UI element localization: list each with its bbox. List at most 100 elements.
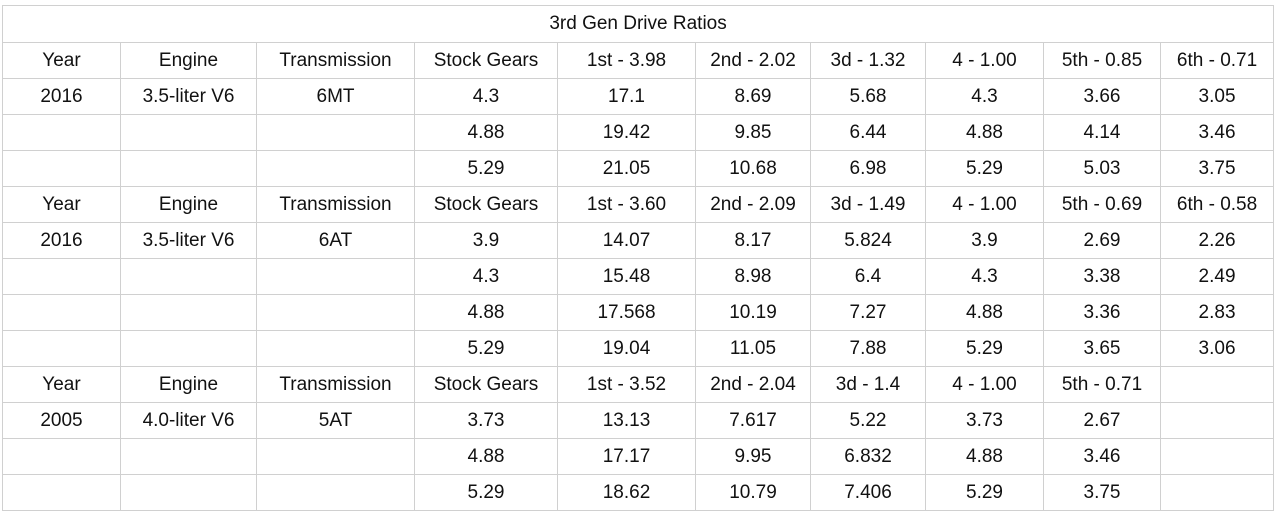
table-cell — [1159, 438, 1275, 475]
table-cell: 5.03 — [1043, 150, 1161, 187]
table-cell: 5.29 — [925, 150, 1044, 187]
table-cell: 8.69 — [695, 78, 811, 115]
table-cell: 2nd - 2.02 — [695, 42, 811, 79]
table-cell: 2.26 — [1159, 222, 1275, 259]
table-cell: 6MT — [256, 78, 415, 115]
table-cell: 2016 — [2, 78, 121, 115]
table-cell — [2, 294, 121, 331]
table-cell: 18.62 — [557, 474, 696, 511]
table-cell — [2, 258, 121, 295]
table-cell — [120, 150, 257, 187]
table-cell: 3.73 — [925, 402, 1044, 439]
table-cell: 4.88 — [925, 438, 1044, 475]
table-cell: 7.88 — [810, 330, 926, 367]
table-cell: Transmission — [256, 42, 415, 79]
table-cell: 5.29 — [414, 330, 558, 367]
table-cell: Engine — [120, 186, 257, 223]
table-cell: 6th - 0.58 — [1159, 186, 1275, 223]
table-cell — [2, 150, 121, 187]
table-cell: 7.406 — [810, 474, 926, 511]
table-cell: 1st - 3.60 — [557, 186, 696, 223]
table-cell: 5.29 — [414, 474, 558, 511]
table-cell: 8.17 — [695, 222, 811, 259]
table-cell — [120, 438, 257, 475]
table-cell — [1159, 366, 1275, 403]
table-cell: Transmission — [256, 186, 415, 223]
table-cell: 6th - 0.71 — [1159, 42, 1275, 79]
table-cell: 3.9 — [925, 222, 1044, 259]
table-title: 3rd Gen Drive Ratios — [1, 5, 1275, 43]
table-cell: 3.75 — [1159, 150, 1275, 187]
table-cell — [2, 474, 121, 511]
ratio-table: 3rd Gen Drive Ratios Year Engine Transmiss… — [1, 5, 1275, 511]
table-cell: 4.14 — [1043, 114, 1161, 151]
table-cell: 4.88 — [414, 438, 558, 475]
table-cell: Year — [2, 42, 121, 79]
table-cell: Engine — [120, 366, 257, 403]
table-cell: 5.824 — [810, 222, 926, 259]
table-cell: 3.5-liter V6 — [120, 78, 257, 115]
table-cell: 5.68 — [810, 78, 926, 115]
table-cell: 3.9 — [414, 222, 558, 259]
table-cell: Engine — [120, 42, 257, 79]
table-cell: 2.49 — [1159, 258, 1275, 295]
table-cell: 6.98 — [810, 150, 926, 187]
table-cell: 2nd - 2.09 — [695, 186, 811, 223]
table-cell: 5.29 — [925, 474, 1044, 511]
table-cell: 9.85 — [695, 114, 811, 151]
table-cell: 3.06 — [1159, 330, 1275, 367]
table-cell: 2005 — [2, 402, 121, 439]
table-cell: Year — [2, 366, 121, 403]
table-cell — [120, 474, 257, 511]
table-cell: 4.88 — [414, 294, 558, 331]
table-cell: 3.36 — [1043, 294, 1161, 331]
table-cell — [2, 330, 121, 367]
table-cell: 13.13 — [557, 402, 696, 439]
table-cell: 5th - 0.71 — [1043, 366, 1161, 403]
table-cell: 5.22 — [810, 402, 926, 439]
table-cell: 3.46 — [1043, 438, 1161, 475]
table-cell: 3.66 — [1043, 78, 1161, 115]
table-cell — [2, 114, 121, 151]
table-cell: 2016 — [2, 222, 121, 259]
table-cell: 7.27 — [810, 294, 926, 331]
table-row: Year Engine Transmission Stock Gears 1st - 3… — [2, 186, 1275, 223]
table-cell: 3d - 1.4 — [810, 366, 926, 403]
table-cell: 14.07 — [557, 222, 696, 259]
table-cell: 3.38 — [1043, 258, 1161, 295]
table-cell: 4 - 1.00 — [925, 366, 1044, 403]
table-row: 5.29 21.05 10.68 6.98 5.29 5.03 3.75 — [2, 150, 1275, 187]
table-cell — [256, 258, 415, 295]
table-cell: 5AT — [256, 402, 415, 439]
table-row: Year Engine Transmission Stock Gears 1st - 3… — [2, 42, 1275, 79]
table-cell: 4.3 — [414, 258, 558, 295]
table-cell: 10.79 — [695, 474, 811, 511]
table-cell — [120, 114, 257, 151]
table-cell: 11.05 — [695, 330, 811, 367]
table-cell — [256, 294, 415, 331]
table-cell: 6AT — [256, 222, 415, 259]
table-cell: 3.5-liter V6 — [120, 222, 257, 259]
table-cell: 3.46 — [1159, 114, 1275, 151]
table-cell — [256, 474, 415, 511]
table-cell: 5.29 — [414, 150, 558, 187]
table-cell — [1159, 474, 1275, 511]
table-cell — [256, 150, 415, 187]
table-cell: 3d - 1.32 — [810, 42, 926, 79]
table-cell: 17.17 — [557, 438, 696, 475]
table-cell — [120, 258, 257, 295]
table-cell: Year — [2, 186, 121, 223]
table-cell: 19.42 — [557, 114, 696, 151]
table-cell: 17.1 — [557, 78, 696, 115]
table-cell: 6.4 — [810, 258, 926, 295]
table-cell: 5th - 0.85 — [1043, 42, 1161, 79]
table-cell: 1st - 3.52 — [557, 366, 696, 403]
table-cell: 3.65 — [1043, 330, 1161, 367]
table-cell: 10.19 — [695, 294, 811, 331]
table-cell: 3d - 1.49 — [810, 186, 926, 223]
table-row: 2016 3.5-liter V6 6MT 4.3 17.1 8.69 5.68 4.3 3.6… — [2, 78, 1275, 115]
table-cell: 4.88 — [925, 114, 1044, 151]
table-cell: 2nd - 2.04 — [695, 366, 811, 403]
table-cell: 3.75 — [1043, 474, 1161, 511]
table-row: 2016 3.5-liter V6 6AT 3.9 14.07 8.17 5.824 3.9 2… — [2, 222, 1275, 259]
